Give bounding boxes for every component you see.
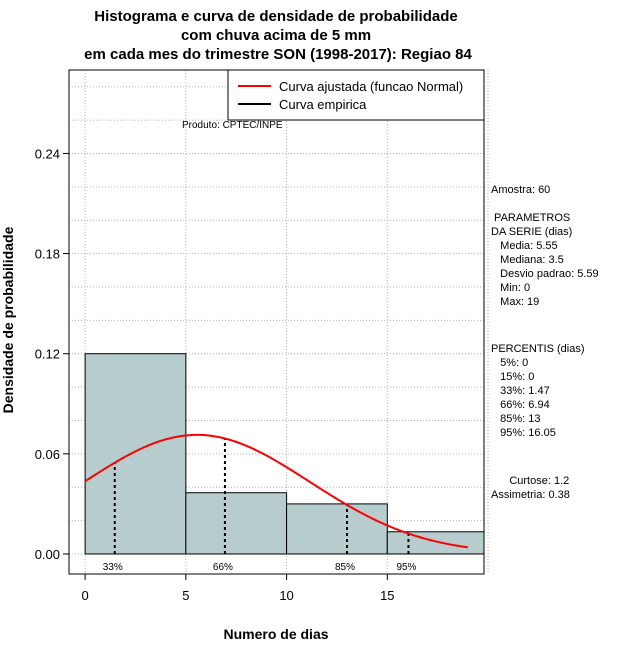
stat-amostra: Amostra: 60: [491, 184, 550, 196]
stat-p15: 15%: 0: [491, 371, 534, 383]
x-tick-label-0: 0: [81, 588, 88, 603]
y-tick-label-3: 0.18: [35, 247, 60, 262]
y-axis: 0.00 0.06 0.12 0.18 0.24: [35, 146, 69, 562]
y-axis-label: Densidade de probabilidade: [0, 226, 16, 413]
stats-panel: Amostra: 60 PARAMETROS DA SERIE (dias) M…: [491, 184, 599, 501]
stat-param-title-1: PARAMETROS: [491, 212, 570, 224]
y-tick-label-2: 0.12: [35, 347, 60, 362]
x-tick-label-3: 15: [380, 588, 394, 603]
histogram-bars: [84, 353, 485, 555]
percentile-label-0: 33%: [103, 562, 123, 573]
histogram-bar-3: [386, 531, 485, 555]
y-tick-label-0: 0.00: [35, 547, 60, 562]
stat-p33: 33%: 1.47: [491, 385, 550, 397]
produto-label: Produto: CPTEC/INPE: [182, 120, 283, 131]
stat-max: Max: 19: [491, 296, 539, 308]
x-tick-label-2: 10: [279, 588, 293, 603]
stat-p95: 95%: 16.05: [491, 427, 556, 439]
stat-param-title-2: DA SERIE (dias): [491, 226, 572, 238]
histogram-bar-2: [286, 503, 388, 555]
legend-box: [227, 69, 485, 121]
y-tick-label-4: 0.24: [35, 146, 60, 161]
x-axis: 0 5 10 15: [81, 574, 395, 603]
stat-mediana: Mediana: 3.5: [491, 254, 564, 266]
stat-p5: 5%: 0: [491, 357, 528, 369]
stat-media: Media: 5.55: [491, 240, 558, 252]
legend-label-fitted: Curva ajustada (funcao Normal): [279, 79, 463, 94]
stat-p66: 66%: 6.94: [491, 399, 550, 411]
histogram-bar-0: [84, 353, 187, 555]
normal-density-curve: [84, 433, 469, 549]
stat-min: Min: 0: [491, 282, 530, 294]
chart-title-line-3: em cada mes do trimestre SON (1998-2017)…: [84, 46, 472, 63]
x-axis-label: Numero de dias: [223, 626, 328, 642]
percentile-label-2: 85%: [335, 562, 355, 573]
stat-assimetria: Assimetria: 0.38: [491, 489, 570, 501]
stat-curtose: Curtose: 1.2: [491, 475, 569, 487]
legend-label-empirical: Curva empirica: [279, 97, 367, 112]
chart-title-line-2: com chuva acima de 5 mm: [181, 27, 371, 44]
stat-p85: 85%: 13: [491, 413, 541, 425]
chart-title-line-1: Histograma e curva de densidade de proba…: [94, 8, 457, 25]
stat-percentis-title: PERCENTIS (dias): [491, 343, 585, 355]
percentile-markers: 33% 66% 85% 95%: [85, 438, 468, 573]
stat-desvio: Desvio padrao: 5.59: [491, 268, 599, 280]
percentile-label-3: 95%: [396, 562, 416, 573]
x-tick-label-1: 5: [182, 588, 189, 603]
y-tick-label-1: 0.06: [35, 447, 60, 462]
legend: Curva ajustada (funcao Normal) Curva emp…: [227, 69, 485, 121]
histogram-bar-1: [185, 492, 288, 555]
percentile-label-1: 66%: [213, 562, 233, 573]
